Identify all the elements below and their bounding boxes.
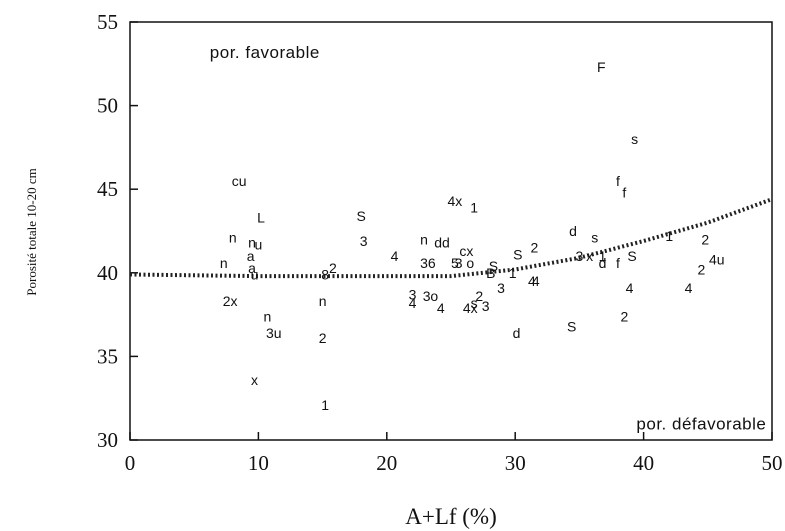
data-point-label: d (569, 223, 577, 239)
data-point-label: u (251, 266, 259, 282)
axis-ticks (129, 21, 773, 441)
data-point-label: 3 (482, 298, 490, 314)
data-point-label: 2 (319, 330, 327, 346)
x-tick-label: 50 (762, 451, 783, 475)
y-tick-label: 40 (97, 261, 118, 285)
data-point-label: 4 (685, 280, 693, 296)
data-point-label: 3 (423, 288, 431, 304)
data-point-label: 1 (665, 228, 673, 244)
x-tick-label: 40 (633, 451, 654, 475)
data-point-label: s (631, 131, 638, 147)
data-point-label: 2x (223, 293, 238, 309)
data-point-label: 3 (455, 255, 463, 271)
data-point-label: 1 (509, 265, 517, 281)
data-point-label: n (319, 293, 327, 309)
data-point-label: n (263, 308, 271, 324)
data-point-label: 3 (360, 233, 368, 249)
y-tick-label: 30 (97, 428, 118, 452)
data-point-label: f (616, 173, 620, 189)
data-point-label: a (247, 248, 255, 264)
data-point-label: x (251, 372, 258, 388)
data-point-label: 8 (321, 266, 329, 282)
data-point-label: d (513, 325, 521, 341)
data-point-label: s (471, 295, 478, 311)
data-point-label: S (489, 258, 498, 274)
data-point-label: d (599, 255, 607, 271)
data-point-label: o (466, 255, 474, 271)
data-point-label: 2 (701, 231, 709, 247)
data-point-label: dd (434, 235, 450, 251)
data-point-label: 5 (451, 255, 459, 271)
data-point-label: 4 (391, 248, 399, 264)
data-point-label: F (597, 59, 606, 75)
data-point-label: L (257, 210, 265, 226)
x-tick-label: 30 (505, 451, 526, 475)
data-point-label: 4u (709, 251, 725, 267)
data-point-label: 2 (329, 260, 337, 276)
plot-frame (129, 21, 773, 441)
data-point-label: f (616, 255, 620, 271)
data-point-label: n (220, 255, 228, 271)
data-point-label: a (248, 260, 256, 276)
data-point-label: 4 (528, 273, 536, 289)
x-tick-label: 0 (125, 451, 136, 475)
data-point-label: 2 (620, 308, 628, 324)
y-axis-title: Porosité totale 10-20 cm (24, 168, 39, 295)
data-point-label: 2 (531, 240, 539, 256)
data-point-label: u (255, 236, 263, 252)
annotation-favorable: por. favorable (210, 43, 320, 62)
y-tick-label: 50 (97, 94, 118, 118)
data-point-label: S (513, 246, 522, 262)
data-point-label: 1 (321, 397, 329, 413)
data-point-label: n (420, 231, 428, 247)
y-tick-label: 35 (97, 344, 118, 368)
data-point-label: cx (459, 243, 473, 259)
x-axis-title: A+Lf (%) (405, 504, 497, 529)
data-point-label: s (591, 230, 598, 246)
data-point-label: n (248, 235, 256, 251)
data-point-label: 3 (409, 287, 417, 303)
data-point-label: 4 (532, 273, 540, 289)
y-tick-label: 55 (97, 10, 118, 34)
data-point-label: 4x (447, 193, 462, 209)
data-point-label: 36 (420, 255, 436, 271)
data-point-label: 4 (626, 280, 634, 296)
data-point-label: 1 (470, 200, 478, 216)
data-point-label: x (586, 248, 593, 264)
annotation-defavorable: por. défavorable (636, 414, 766, 433)
data-point-label: 4 (437, 300, 445, 316)
data-point-label: B (486, 265, 495, 281)
trend-line (129, 197, 773, 279)
x-tick-label: 20 (376, 451, 397, 475)
data-point-label: 4 (409, 295, 417, 311)
data-point-label: 3 (497, 280, 505, 296)
data-point-label: o (430, 288, 438, 304)
data-point-label: S (356, 208, 365, 224)
data-point-label: S (567, 318, 576, 334)
y-tick-label: 45 (97, 177, 118, 201)
data-point-label: 2 (697, 261, 705, 277)
data-point-label: 3u (266, 325, 282, 341)
data-point-label: 4x (463, 300, 478, 316)
data-point-label: 3 (576, 248, 584, 264)
data-point-label: cu (232, 173, 247, 189)
data-point-label: f (622, 185, 626, 201)
data-point-label: 1 (599, 248, 607, 264)
data-point-label: S (627, 248, 636, 264)
data-point-label: 2 (475, 288, 483, 304)
data-point-label: n (229, 230, 237, 246)
x-tick-label: 10 (248, 451, 269, 475)
